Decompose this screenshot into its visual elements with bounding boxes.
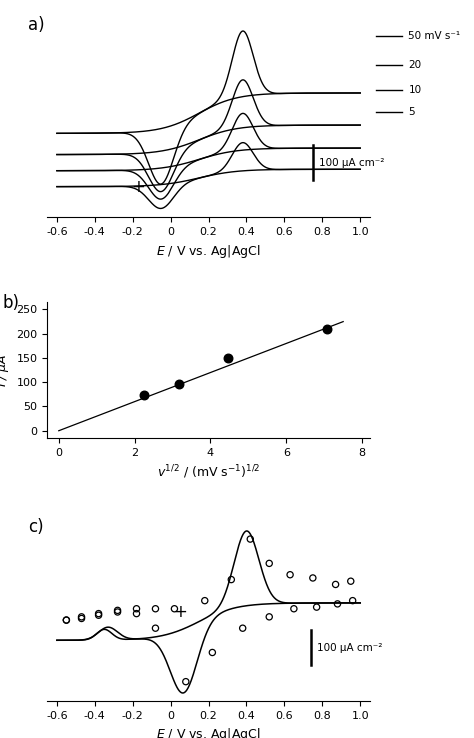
X-axis label: $E$ / V vs. Ag|AgCl: $E$ / V vs. Ag|AgCl — [156, 726, 261, 738]
X-axis label: $E$ / V vs. Ag|AgCl: $E$ / V vs. Ag|AgCl — [156, 243, 261, 260]
Point — [95, 610, 102, 621]
Point — [175, 378, 182, 390]
Point — [63, 614, 70, 626]
Point — [349, 595, 356, 607]
Point — [290, 603, 298, 615]
Point — [313, 601, 320, 613]
Text: +: + — [131, 178, 146, 196]
Point — [133, 607, 140, 619]
Text: 10: 10 — [409, 86, 421, 95]
Text: 5: 5 — [409, 107, 415, 117]
Point — [114, 606, 121, 618]
Point — [239, 622, 246, 634]
Point — [323, 323, 331, 335]
Point — [334, 598, 341, 610]
Point — [265, 611, 273, 623]
Point — [152, 622, 159, 634]
Point — [182, 676, 190, 688]
Text: 50 mV s⁻¹: 50 mV s⁻¹ — [409, 31, 461, 41]
Point — [95, 607, 102, 619]
Point — [201, 595, 209, 607]
Point — [114, 604, 121, 616]
Text: 100 μA cm⁻²: 100 μA cm⁻² — [317, 643, 382, 652]
Point — [209, 646, 216, 658]
Point — [63, 614, 70, 626]
Point — [78, 611, 85, 623]
Text: b): b) — [2, 294, 19, 312]
Point — [309, 572, 317, 584]
Text: a): a) — [28, 16, 45, 34]
Point — [78, 613, 85, 624]
Point — [171, 603, 178, 615]
Text: 20: 20 — [409, 60, 421, 70]
Point — [286, 569, 294, 581]
Text: 100 μA cm⁻²: 100 μA cm⁻² — [319, 158, 384, 168]
Point — [246, 533, 254, 545]
Point — [347, 576, 355, 587]
X-axis label: $v^{1/2}$ / (mV s$^{-1}$)$^{1/2}$: $v^{1/2}$ / (mV s$^{-1}$)$^{1/2}$ — [157, 463, 260, 481]
Text: c): c) — [28, 517, 44, 536]
Text: +: + — [173, 603, 187, 621]
Point — [228, 573, 235, 585]
Point — [332, 579, 339, 590]
Y-axis label: $I$ / μA: $I$ / μA — [0, 354, 11, 387]
Point — [140, 390, 147, 401]
Point — [152, 603, 159, 615]
Point — [225, 352, 232, 364]
Point — [133, 603, 140, 615]
Point — [265, 557, 273, 569]
